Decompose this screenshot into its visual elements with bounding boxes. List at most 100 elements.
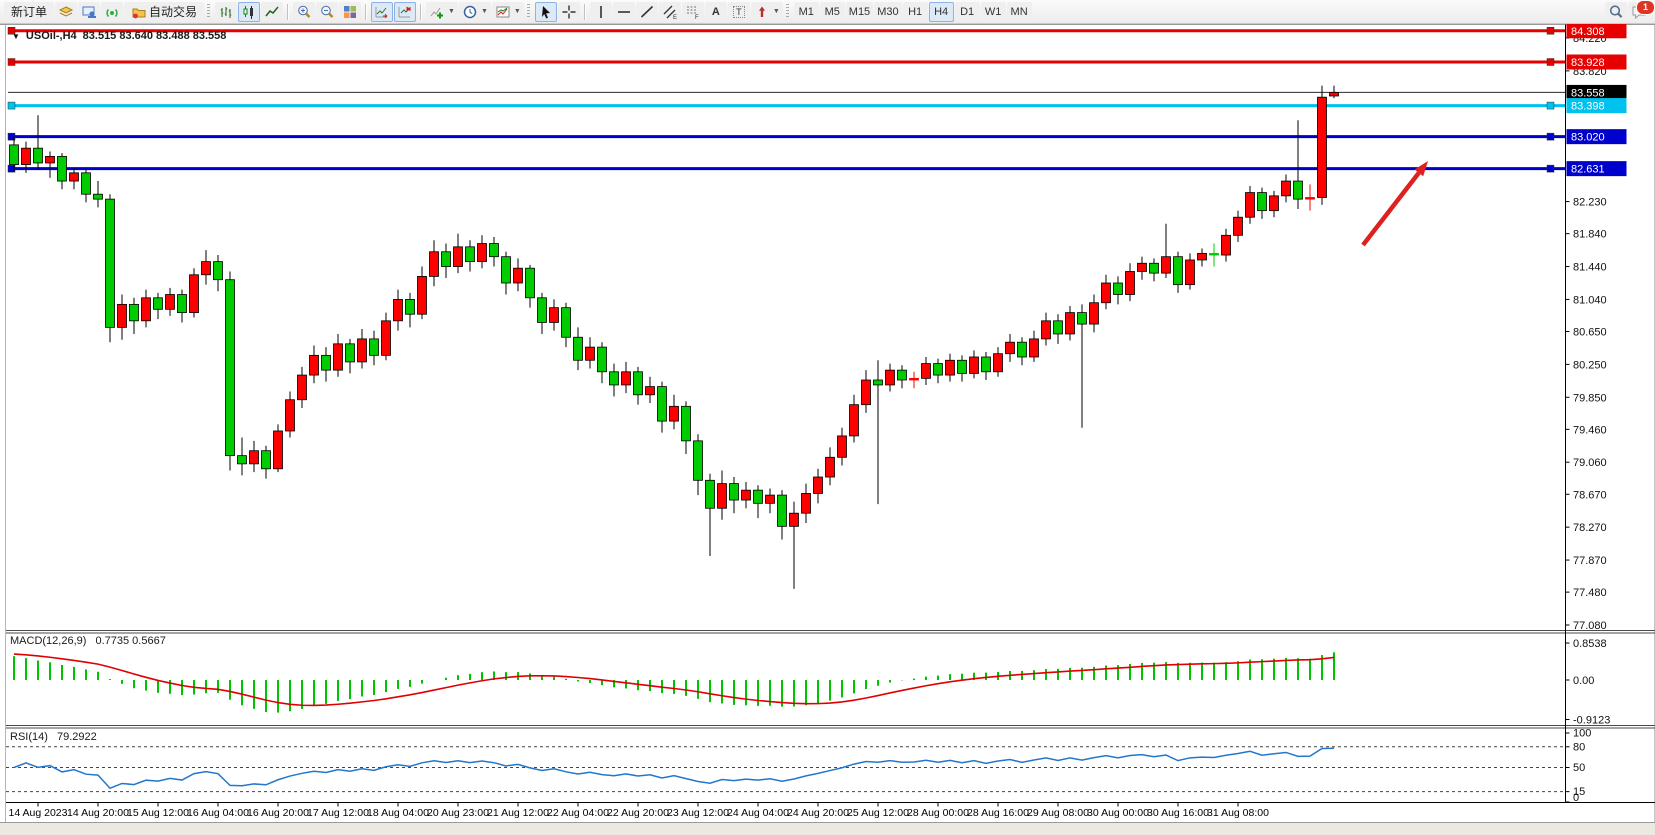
cursor-icon (541, 5, 550, 18)
market-watch-button[interactable] (78, 1, 101, 22)
macd-panel[interactable]: 0.8538 0.00 -0.9123 (13, 638, 1610, 727)
template-button[interactable]: ▼ (491, 1, 524, 22)
candle-body (297, 374, 307, 401)
price-axis-label: 77.080 (1573, 620, 1607, 632)
timeframe-group: M1 M5 M15 M30 H1 H4 D1 W1 MN (793, 1, 1032, 22)
time-axis-label: 30 Aug 00:00 (1087, 807, 1149, 819)
toolbar-grip[interactable] (207, 4, 211, 19)
fibonacci-tool[interactable]: F (681, 1, 704, 22)
timeframe-button-M5[interactable]: M5 (819, 1, 845, 22)
time-axis-label: 16 Aug 04:00 (187, 807, 249, 819)
candle-body (717, 483, 727, 509)
candle-body (453, 246, 463, 267)
hline-right-handle[interactable] (1546, 132, 1555, 141)
candle-body (729, 483, 739, 501)
timeframe-button-M1[interactable]: M1 (793, 1, 819, 22)
chart-title-bar[interactable]: ▼ USOil-,H4 83.515 83.640 83.488 83.558 (12, 30, 226, 42)
hline-right-handle[interactable] (1546, 58, 1555, 66)
auto-scroll-icon (375, 6, 388, 18)
bar-chart-button[interactable] (215, 1, 238, 22)
hline-left-handle[interactable] (7, 101, 16, 110)
notifications-button[interactable]: 1 (1628, 0, 1655, 22)
price-axis-label: 77.480 (1573, 587, 1607, 599)
zoom-in-icon (298, 5, 311, 18)
candle-body (405, 299, 415, 315)
candle-body (873, 379, 883, 386)
text-tool[interactable]: A (704, 1, 727, 22)
candle-body (513, 267, 523, 284)
price-axis-label: 80.250 (1573, 359, 1607, 371)
autotrade-folder-icon (132, 8, 146, 18)
periods-button[interactable]: ▼ (458, 1, 491, 22)
text-label-tool[interactable]: T (727, 1, 750, 22)
price-badge: 83.928 (1566, 54, 1627, 70)
price-badge-text: 83.928 (1571, 57, 1605, 69)
auto-scroll-button[interactable] (371, 1, 394, 22)
terminal-icon (82, 6, 97, 18)
toolbar-grip[interactable] (785, 4, 789, 19)
arrows-tool[interactable]: ▼ (750, 1, 783, 22)
search-icon (1609, 4, 1623, 18)
hline-right-handle[interactable] (1546, 27, 1555, 35)
new-order-button[interactable]: 新订单 (4, 1, 55, 22)
toolbar-grip[interactable] (526, 4, 530, 19)
timeframe-button-M30[interactable]: M30 (874, 1, 902, 22)
candle-body (321, 354, 331, 371)
vertical-line-tool[interactable] (589, 1, 612, 22)
collapse-triangle-icon[interactable]: ▼ (12, 31, 20, 41)
zoom-in-button[interactable] (293, 1, 316, 22)
candle-body (1065, 312, 1075, 335)
trend-arrow[interactable] (1361, 161, 1428, 247)
price-badge-bg (1566, 23, 1627, 39)
hline-left-handle[interactable] (7, 58, 16, 66)
candle-body (981, 356, 991, 373)
crosshair-button[interactable] (557, 1, 580, 22)
candle-body (417, 276, 427, 315)
timeframe-button-H1[interactable]: H1 (902, 1, 928, 22)
candle-body (189, 274, 199, 313)
auto-trading-button[interactable]: 自动交易 (124, 1, 205, 22)
timeframe-button-H4[interactable]: H4 (928, 1, 954, 22)
market-depth-button[interactable] (55, 1, 78, 22)
candle-body (261, 450, 271, 470)
candle-body (681, 405, 691, 442)
tile-windows-button[interactable] (339, 1, 362, 22)
candle-body (861, 379, 871, 406)
candle-body (285, 399, 295, 432)
timeframe-button-W1[interactable]: W1 (980, 1, 1006, 22)
search-button[interactable] (1605, 1, 1627, 22)
macd-scale-label: -0.9123 (1573, 715, 1610, 727)
time-axis-label: 24 Aug 04:00 (727, 807, 789, 819)
line-chart-button[interactable] (261, 1, 284, 22)
hline-left-handle[interactable] (7, 164, 16, 173)
candlestick-chart-button[interactable] (238, 1, 261, 22)
indicators-button[interactable]: ▼ (426, 1, 458, 22)
candle-body (609, 371, 619, 386)
equidistant-channel-tool[interactable]: E (658, 1, 681, 22)
timeframe-button-MN[interactable]: MN (1006, 1, 1032, 22)
trendline-tool[interactable] (635, 1, 658, 22)
zoom-out-button[interactable] (316, 1, 339, 22)
hline-right-handle[interactable] (1546, 164, 1555, 173)
candle-body (777, 494, 787, 527)
timeframe-button-M15[interactable]: M15 (845, 1, 874, 22)
periods-icon (463, 5, 477, 18)
candle-body (597, 346, 607, 373)
candle-body (489, 243, 499, 258)
chart-shift-button[interactable] (394, 1, 417, 22)
hline-left-handle[interactable] (7, 132, 16, 141)
cursor-button[interactable] (534, 1, 557, 22)
hline-right-handle[interactable] (1546, 101, 1555, 110)
signal-button[interactable] (101, 1, 124, 22)
chart-shift-icon (398, 5, 412, 17)
time-axis-label: 29 Aug 08:00 (1027, 807, 1089, 819)
hline-left-handle[interactable] (7, 27, 16, 35)
horizontal-line-tool[interactable] (612, 1, 635, 22)
candle-body (1173, 256, 1183, 286)
candle-body (897, 369, 907, 381)
price-axis[interactable]: 84.22083.82082.23081.84081.44081.04080.6… (1565, 33, 1607, 632)
timeframe-button-D1[interactable]: D1 (954, 1, 980, 22)
